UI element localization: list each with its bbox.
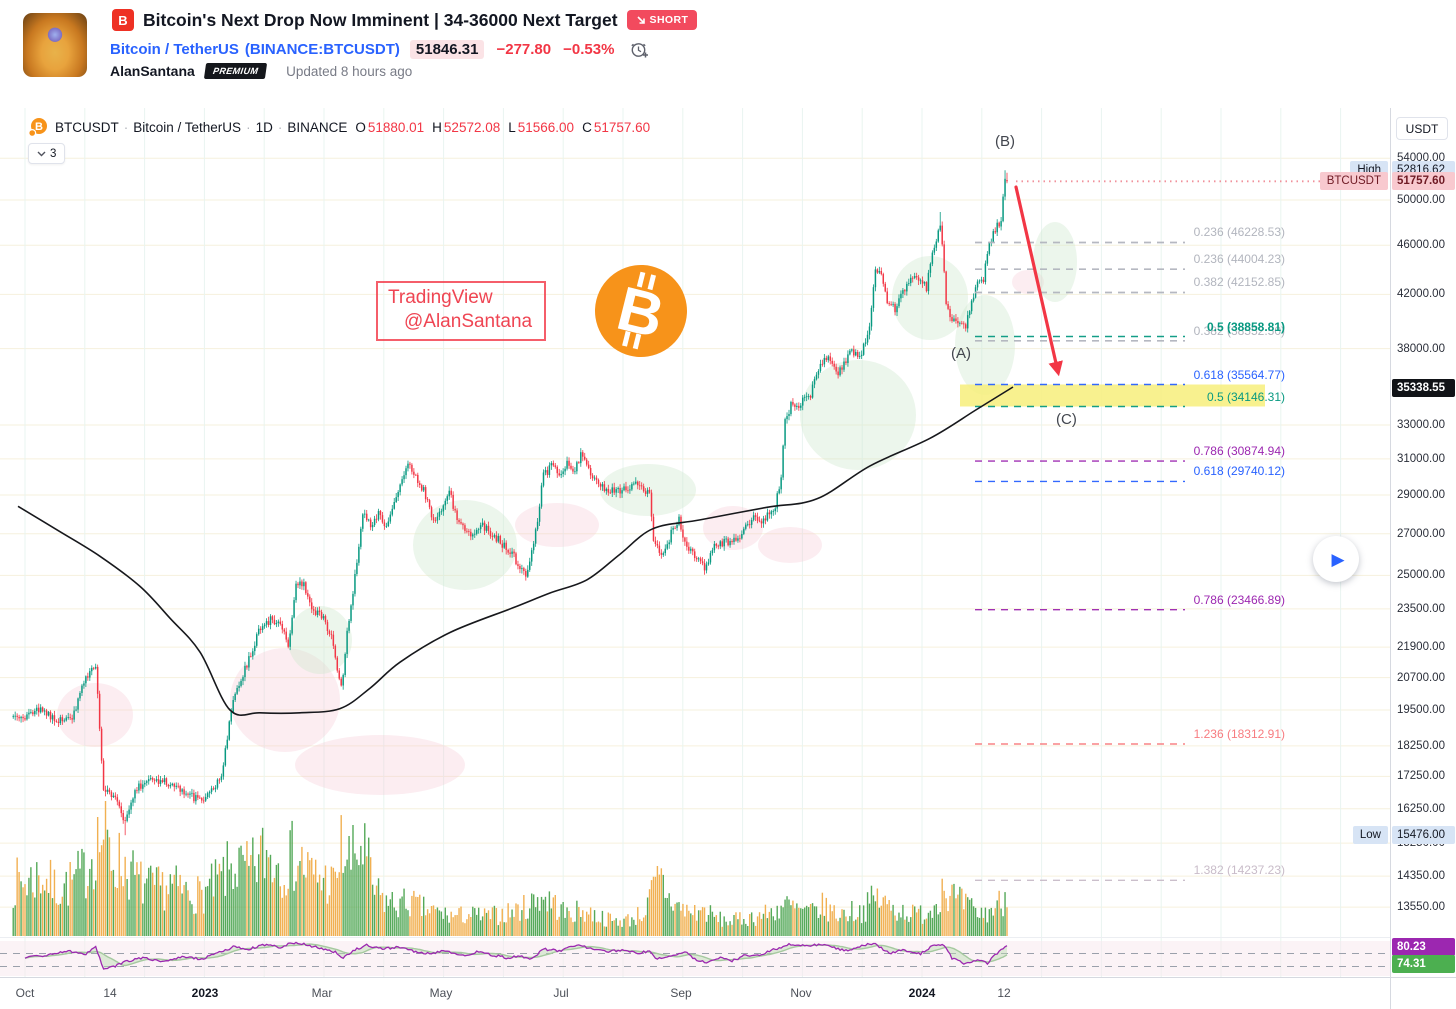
collapse-count: 3 [50,147,57,160]
price-tick: 38000.00 [1397,343,1445,355]
title-row: B Bitcoin's Next Drop Now Imminent | 34-… [112,9,698,31]
chevron-down-icon [37,151,46,156]
currency-toggle-button[interactable]: USDT [1396,117,1448,140]
price-tick: 27000.00 [1397,528,1445,540]
alarm-clock-plus-icon [631,43,649,58]
price-tag-15476.00: 15476.00 [1392,826,1455,844]
legend-exchange: BINANCE [287,119,348,135]
price-tick: 23500.00 [1397,603,1445,615]
legend-name: Bitcoin / TetherUS [133,119,242,135]
legend-ohlc: O 51880.01 H 52572.08 L 51566.00 C 51757.60 [347,120,650,135]
chart-legend[interactable]: B BTCUSDT · Bitcoin / TetherUS · 1D · BI… [28,117,650,137]
oscillator-value-tag: 80.23 [1392,938,1455,956]
time-tick: Nov [790,986,812,1000]
target-zone [960,384,1265,407]
ohlc-value: 51880.01 [367,119,425,135]
last-price: 51846.31 [409,39,485,59]
symbol-initial-badge: B [112,9,134,31]
fib-retracement-lines [975,241,1185,881]
bitcoin-icon: B [28,117,48,137]
price-axis[interactable]: USDT 54000.00 50000.00 46000.00 42000.00 380… [1390,108,1456,977]
legend-separator: · [123,119,129,135]
updated-time: Updated 8 hours ago [286,63,413,79]
volume-bars [12,801,1008,936]
time-tick: 2024 [908,986,936,1000]
idea-title: Bitcoin's Next Drop Now Imminent | 34-36… [143,9,618,30]
price-tick: 14350.00 [1397,870,1445,882]
price-tick: 13550.00 [1397,901,1445,913]
price-tick: 25000.00 [1397,569,1445,581]
watermark-line1: TradingView [388,287,493,308]
author-row: AlanSantana PREMIUM Updated 8 hours ago [110,63,412,79]
price-tick: 50000.00 [1397,194,1445,206]
ichimoku-clouds [57,222,1077,795]
legend-symbol: BTCUSDT [55,119,119,135]
ohlc-value: 51566.00 [517,119,575,135]
axis-corner-divider [1390,977,1391,1009]
author-avatar[interactable] [23,13,87,77]
add-alert-button[interactable] [628,38,650,60]
author-watermark: TradingView @AlanSantana [376,281,547,341]
price-tick: 31000.00 [1397,453,1445,465]
ohlc-letter: C [582,119,592,135]
ohlc-value: 52572.08 [443,119,501,135]
moving-average-line [17,386,1014,716]
candlesticks [12,170,1008,836]
time-tick: Mar [311,986,333,1000]
replay-play-button[interactable]: ▶ [1313,536,1359,582]
ohlc-letter: O [355,119,366,135]
idea-header: B Bitcoin's Next Drop Now Imminent | 34-… [0,0,1456,108]
time-tick: 14 [103,986,117,1000]
price-tick: 29000.00 [1397,489,1445,501]
oscillator-value-tag: 74.31 [1392,955,1455,973]
price-tick: 42000.00 [1397,288,1445,300]
price-change-percent: −0.53% [563,40,615,58]
time-tick: May [429,986,453,1000]
time-tick: 12 [997,986,1011,1000]
ohlc-value: 51757.60 [593,119,651,135]
author-name[interactable]: AlanSantana [110,63,195,79]
exchange-symbol-link[interactable]: (BINANCE:BTCUSDT) [244,40,400,58]
short-direction-badge[interactable]: SHORT [626,10,698,30]
price-change: −277.80 [496,40,552,58]
grid-lines [0,108,1390,977]
bitcoin-logo-icon: B [595,265,687,357]
price-tag-51757.60: 51757.60 [1392,172,1455,190]
projection-arrow [1014,185,1063,377]
price-tick: 19500.00 [1397,704,1445,716]
indicators-collapse-button[interactable]: 3 [28,143,66,164]
price-tick: 46000.00 [1397,239,1445,251]
ohlc-letter: H [432,119,442,135]
premium-badge: PREMIUM [203,63,268,79]
time-tick: Oct [15,986,35,1000]
price-tick: 16250.00 [1397,803,1445,815]
legend-separator: · [246,119,251,135]
time-tick: Jul [553,986,569,1000]
time-tick: Sep [670,986,692,1000]
price-tick: 20700.00 [1397,672,1445,684]
symbol-row: Bitcoin / TetherUS (BINANCE:BTCUSDT) 518… [110,38,650,60]
price-tick: 17250.00 [1397,770,1445,782]
short-label: SHORT [649,14,689,26]
time-tick: 2023 [191,986,219,1000]
legend-interval: 1D [255,119,273,135]
oscillator-line [24,941,1008,970]
price-tick: 21900.00 [1397,641,1445,653]
price-tick: 33000.00 [1397,419,1445,431]
play-icon: ▶ [1331,549,1345,569]
short-arrow-icon [636,16,645,24]
legend-separator: · [277,119,283,135]
price-tag-35338.55: 35338.55 [1392,379,1455,397]
price-tick: 18250.00 [1397,740,1445,752]
time-axis[interactable]: Oct 14 2023 Mar May Jul Sep Nov 2024 12 [0,977,1456,1009]
svg-text:B: B [35,121,43,133]
symbol-link[interactable]: Bitcoin / TetherUS [110,40,239,58]
ohlc-letter: L [508,119,516,135]
watermark-line2: @AlanSantana [404,310,533,332]
